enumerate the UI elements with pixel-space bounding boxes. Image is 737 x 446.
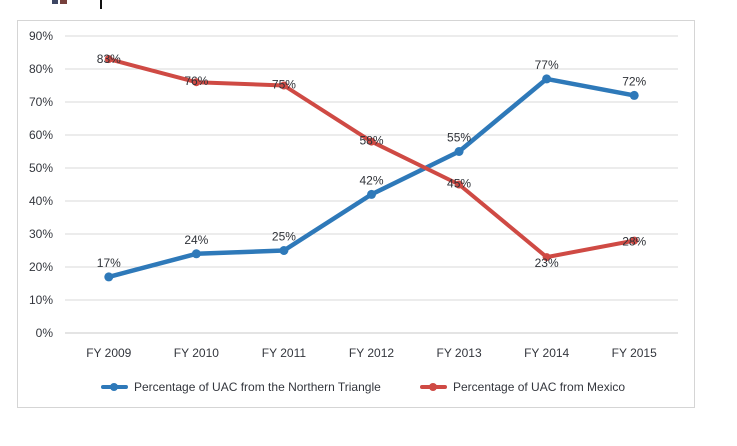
clipped-text-fragment <box>52 0 58 4</box>
y-axis-tick-label: 10% <box>29 293 53 307</box>
y-axis-tick-label: 60% <box>29 128 53 142</box>
y-axis-tick-label: 0% <box>36 326 54 340</box>
y-axis-tick-label: 80% <box>29 62 53 76</box>
data-point-label: 45% <box>447 177 471 191</box>
x-axis-tick-label: FY 2009 <box>86 346 131 360</box>
data-point-marker <box>542 74 552 84</box>
y-axis-tick-label: 50% <box>29 161 53 175</box>
x-axis-tick-label: FY 2011 <box>262 346 307 360</box>
series-line-mexico <box>106 57 637 260</box>
plot-area: 0% 10% 20% 30% 40% 50% 60% 70% 80% 90% FY 2009 FY 2… <box>29 29 678 360</box>
data-point-marker <box>630 236 639 245</box>
data-point-marker <box>629 90 639 100</box>
y-axis-tick-label: 40% <box>29 194 53 208</box>
y-axis-tick-label: 90% <box>29 29 53 43</box>
y-axis-tick-label: 30% <box>29 227 53 241</box>
data-point-label: 25% <box>272 230 296 244</box>
clipped-text-fragment <box>60 0 67 4</box>
data-point-label: 76% <box>184 74 208 88</box>
y-axis-tick-label: 20% <box>29 260 53 274</box>
data-point-label: 28% <box>622 235 646 249</box>
data-point-label: 55% <box>447 131 471 145</box>
legend-item-northern-triangle: Percentage of UAC from the Northern Tria… <box>101 380 381 394</box>
data-point-label: 77% <box>535 58 559 72</box>
legend-label: Percentage of UAC from Mexico <box>453 380 626 394</box>
data-point-marker <box>279 81 288 90</box>
y-axis-tick-label: 70% <box>29 95 53 109</box>
data-point-marker <box>454 147 464 156</box>
x-axis-tick-label: FY 2010 <box>174 346 219 360</box>
data-point-label: 17% <box>97 256 121 270</box>
data-point-label: 83% <box>97 52 121 66</box>
x-axis-tick-label: FY 2012 <box>349 346 394 360</box>
data-point-label: 42% <box>359 173 383 187</box>
data-point-label: 23% <box>535 256 559 270</box>
text-cursor-artifact <box>100 0 102 9</box>
data-point-label: 24% <box>184 233 208 247</box>
legend-line-marker-icon <box>420 383 447 391</box>
legend-dot-icon <box>110 383 118 391</box>
data-point-marker <box>279 246 289 255</box>
legend-label: Percentage of UAC from the Northern Tria… <box>134 380 381 394</box>
legend-line-marker-icon <box>101 383 128 391</box>
data-point-marker <box>104 272 114 282</box>
data-point-marker <box>455 180 464 189</box>
x-axis-tick-label: FY 2014 <box>524 346 569 360</box>
line-chart: 0% 10% 20% 30% 40% 50% 60% 70% 80% 90% FY 2009 FY 2… <box>17 20 695 408</box>
x-axis-tick-label: FY 2013 <box>436 346 481 360</box>
data-point-label: 72% <box>622 74 646 88</box>
data-point-marker <box>367 137 376 146</box>
data-point-marker <box>191 249 201 259</box>
data-point-label: 75% <box>272 78 296 92</box>
legend-dot-icon <box>429 383 437 391</box>
x-axis-tick-label: FY 2015 <box>612 346 657 360</box>
data-point-label: 58% <box>359 134 383 148</box>
legend-item-mexico: Percentage of UAC from Mexico <box>420 380 625 394</box>
data-point-marker <box>367 189 376 199</box>
data-point-marker <box>542 253 551 262</box>
data-point-marker <box>104 55 113 64</box>
data-point-marker <box>192 78 201 87</box>
